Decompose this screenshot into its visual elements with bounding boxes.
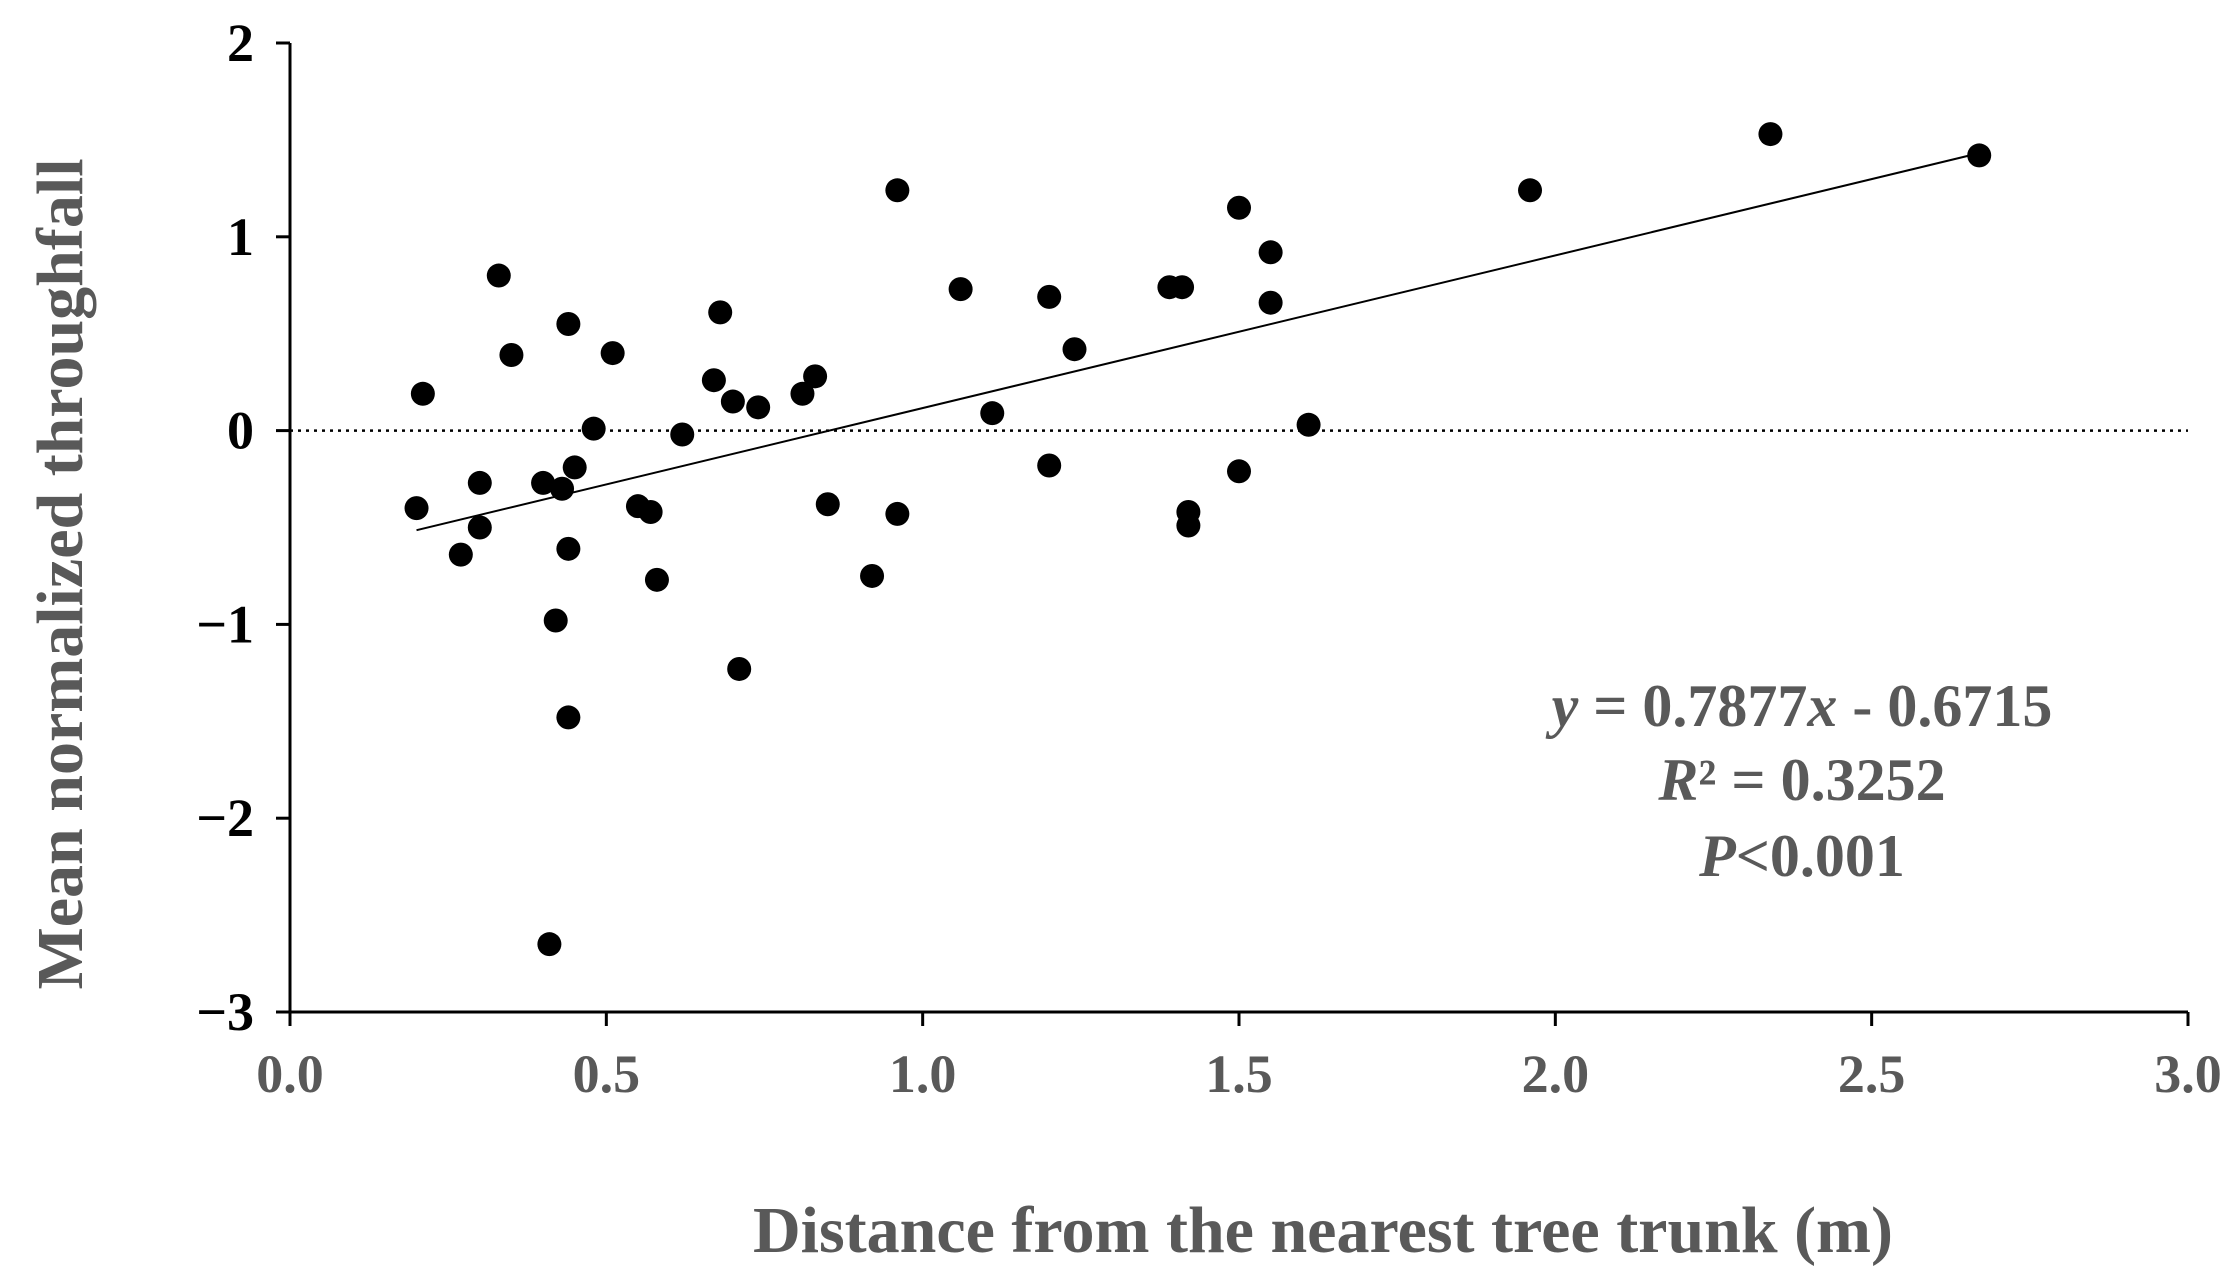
x-tick-label: 2.5 <box>1838 1044 1906 1104</box>
y-tick-label: −1 <box>196 594 254 654</box>
p-value-label: P<0.001 <box>1698 823 1905 889</box>
equation-var-x: x <box>1806 673 1837 739</box>
data-point <box>885 501 910 526</box>
data-point <box>600 341 625 366</box>
data-points <box>404 122 1992 957</box>
y-tick-label: 1 <box>227 207 254 267</box>
data-point <box>885 178 910 203</box>
data-point <box>556 536 581 561</box>
x-tick-label: 0.0 <box>256 1044 324 1104</box>
y-tick-label: −3 <box>196 982 254 1042</box>
data-point <box>720 389 745 414</box>
data-point <box>499 343 524 368</box>
p-rest: <0.001 <box>1736 823 1905 889</box>
data-point <box>1758 122 1783 147</box>
data-point <box>670 422 695 447</box>
data-point <box>1037 284 1062 309</box>
data-point <box>980 401 1005 426</box>
data-point <box>581 416 606 441</box>
equation-label: y = 0.7877x - 0.6715 <box>1546 673 2053 739</box>
data-point <box>1037 453 1062 478</box>
data-point <box>556 705 581 730</box>
data-point <box>1258 240 1283 265</box>
data-point <box>815 492 840 517</box>
data-point <box>790 381 815 406</box>
data-point <box>562 455 587 480</box>
data-point <box>1170 275 1195 300</box>
ticks: 2 1 0 −1 −2 −30.0 0.5 1.0 1.5 2.0 2.5 3.0 <box>196 13 2222 1104</box>
data-point <box>727 656 752 681</box>
equation-mid: = 0.7877 <box>1578 673 1807 739</box>
regression-annotation: y = 0.7877x - 0.6715 R² = 0.3252 P<0.001 <box>1546 673 2053 889</box>
data-point <box>1227 459 1251 484</box>
p-var: P <box>1698 823 1737 889</box>
x-axis-title: Distance from the nearest tree trunk (m) <box>753 1194 1893 1267</box>
x-tick-label: 1.0 <box>889 1044 957 1104</box>
data-point <box>1967 143 1992 168</box>
data-point <box>550 476 575 501</box>
data-point <box>701 368 726 393</box>
equation-var-y: y <box>1546 673 1579 739</box>
x-tick-label: 1.5 <box>1205 1044 1273 1104</box>
y-tick-label: 2 <box>227 13 254 73</box>
data-point <box>708 300 733 325</box>
data-point <box>860 563 885 588</box>
data-point <box>467 470 492 495</box>
data-point <box>638 499 663 524</box>
data-point <box>543 608 568 633</box>
data-point <box>448 542 473 567</box>
data-point <box>1296 412 1321 437</box>
r2-rest: ² = 0.3252 <box>1698 747 1945 813</box>
y-tick-label: 0 <box>227 401 254 461</box>
data-point <box>404 496 429 521</box>
data-point <box>537 932 562 957</box>
data-point <box>948 277 973 302</box>
data-point <box>803 364 828 389</box>
data-point <box>746 395 771 420</box>
equation-end: - 0.6715 <box>1837 673 2052 739</box>
data-point <box>1227 195 1251 220</box>
r-squared-label: R² = 0.3252 <box>1657 747 1945 813</box>
data-point <box>486 263 511 288</box>
y-tick-label: −2 <box>196 788 254 848</box>
y-axis-title: Mean normalized throughfall <box>24 158 97 989</box>
x-tick-label: 0.5 <box>573 1044 641 1104</box>
r2-var: R <box>1657 747 1698 813</box>
data-point <box>531 470 556 495</box>
data-point <box>644 567 669 592</box>
x-tick-label: 3.0 <box>2154 1044 2222 1104</box>
data-point <box>1518 178 1543 203</box>
data-point <box>556 312 581 337</box>
data-point <box>467 515 492 540</box>
x-tick-label: 2.0 <box>1522 1044 1590 1104</box>
data-point <box>1176 513 1201 538</box>
data-point <box>1062 337 1087 362</box>
trendline <box>416 152 1980 532</box>
data-point <box>1258 290 1283 315</box>
data-point <box>410 381 435 406</box>
